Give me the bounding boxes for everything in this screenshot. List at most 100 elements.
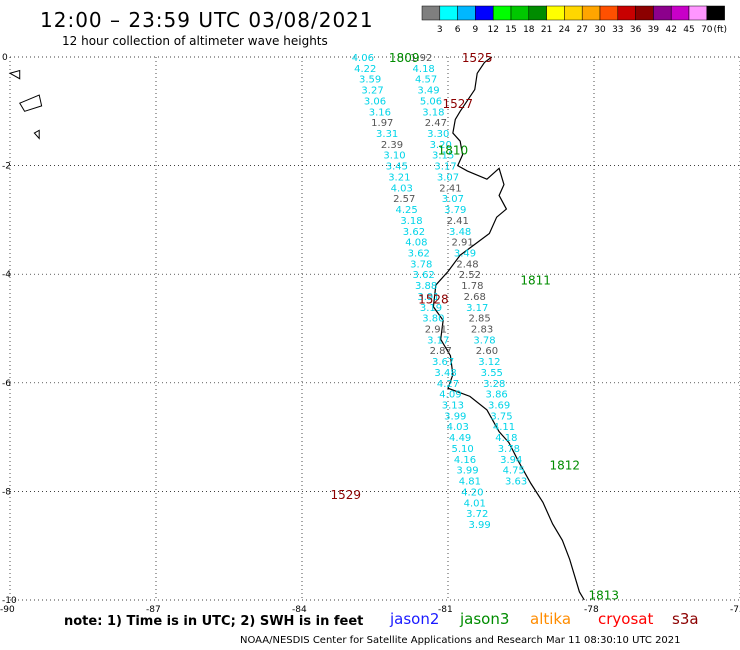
pass-time: 1528 [418, 293, 449, 307]
swh-value: 3.17 [434, 162, 456, 173]
axis-tick-labels: -90 -87 -84 -81 -78 -75 0 -2 -4 -6 -8 -10 [0, 53, 740, 615]
swh-value: 3.10 [383, 151, 405, 162]
swh-value: 3.67 [432, 357, 454, 368]
swh-value: 3.69 [488, 401, 510, 412]
colorbar-swatch [581, 5, 601, 21]
colorbar-swatch [706, 5, 725, 21]
swh-value: 3.30 [427, 129, 449, 140]
colorbar-tick-label: 15 [505, 25, 516, 35]
pass-time: 1525 [462, 51, 493, 65]
swh-value: 4.81 [459, 477, 481, 488]
swh-value: 3.99 [469, 520, 491, 531]
lat-lon-grid [9, 56, 740, 601]
swh-value: 3.17 [466, 303, 488, 314]
pass-time: 1811 [520, 274, 551, 288]
swh-value: 4.49 [449, 433, 471, 444]
colorbar-swatch [475, 5, 494, 21]
swh-value: 4.75 [503, 466, 525, 477]
colorbar-tick-label: 6 [455, 25, 461, 35]
colorbar-swatch [439, 5, 458, 21]
colorbar-tick-label: 18 [523, 25, 535, 35]
colorbar-swatch [546, 5, 565, 21]
swh-value: 2.87 [430, 346, 452, 357]
swh-value: 2.91 [425, 325, 447, 336]
swh-value: 3.78 [498, 444, 520, 455]
swh-value: 3.48 [449, 227, 471, 238]
pass-time: 1813 [588, 589, 619, 603]
swh-value: 3.75 [490, 411, 512, 422]
swh-value: 3.62 [403, 227, 425, 238]
lat-tick-label: -2 [2, 162, 11, 172]
swh-value: 3.99 [444, 411, 466, 422]
legend-cryosat: cryosat [598, 610, 654, 628]
colorbar-swatch [599, 5, 619, 21]
swh-value: 3.48 [434, 368, 456, 379]
swh-value: 4.09 [439, 390, 461, 401]
swh-value: 3.31 [376, 129, 398, 140]
colorbar-swatch [635, 5, 654, 21]
swh-value: 4.22 [354, 64, 376, 75]
swh-value: 2.83 [471, 325, 493, 336]
swh-value: 3.49 [454, 248, 476, 259]
swh-value: 3.28 [483, 379, 505, 390]
swh-value: 4.03 [447, 422, 469, 433]
swh-value: 3.07 [442, 194, 464, 205]
legend-altika: altika [530, 610, 572, 628]
swh-value: 3.59 [359, 75, 381, 86]
pass-time-labels: 1809 1525 1527 1810 1811 1528 1812 1529 1813 [331, 51, 619, 603]
swh-value: 3.16 [369, 107, 391, 118]
lat-tick-label: 0 [2, 53, 8, 63]
swh-value: 2.41 [447, 216, 469, 227]
swh-value: 2.91 [451, 238, 473, 249]
swh-value: 4.06 [352, 53, 374, 64]
swh-value: 3.19 [420, 303, 442, 314]
swh-value: 4.18 [495, 433, 517, 444]
colorbar-tick-label: 3 [437, 25, 443, 35]
colorbar-tick-label: 21 [541, 25, 552, 35]
swh-value: 4.01 [464, 498, 486, 509]
colorbar-legend: 3 6 9 12 15 18 21 24 27 30 33 36 39 42 45 70 (ft) [421, 5, 727, 35]
swh-value: 4.25 [396, 205, 418, 216]
colorbar-tick-label: 45 [683, 25, 694, 35]
swh-value: 4.03 [391, 183, 413, 194]
colorbar-tick-label: 27 [576, 25, 587, 35]
island-outline [8, 69, 21, 80]
coastline [8, 56, 585, 601]
colorbar-tick-label: 42 [665, 25, 676, 35]
swh-value: 3.06 [364, 96, 386, 107]
swh-value: 2.52 [459, 270, 481, 281]
lon-tick-label: -87 [146, 605, 161, 615]
colorbar-swatch [492, 5, 512, 21]
swh-value: 2.47 [425, 118, 447, 129]
swh-value: 4.18 [413, 64, 435, 75]
lat-tick-label: -4 [2, 270, 11, 280]
lon-tick-label: -81 [438, 605, 453, 615]
swh-value: 3.63 [505, 477, 527, 488]
swh-value: 3.99 [456, 466, 478, 477]
lon-tick-label: -75 [730, 605, 740, 615]
swh-value: 3.07 [437, 172, 459, 183]
lon-tick-label: -84 [292, 605, 307, 615]
swh-value: 2.68 [464, 292, 486, 303]
colorbar-unit: (ft) [713, 25, 727, 35]
legend-s3a: s3a [672, 610, 699, 628]
swh-value: 2.48 [456, 259, 478, 270]
swh-value: 3.62 [408, 248, 430, 259]
colorbar-swatch [653, 5, 672, 21]
swh-value: 4.08 [405, 238, 427, 249]
credit-line: NOAA/NESDIS Center for Satellite Applica… [240, 635, 681, 646]
swh-value: 2.39 [381, 140, 403, 151]
swh-value: 3.86 [486, 390, 508, 401]
pass-time: 1527 [442, 97, 473, 111]
lon-tick-label: -78 [584, 605, 599, 615]
colorbar-tick-label: 36 [630, 25, 642, 35]
swh-value: 4.27 [437, 379, 459, 390]
swh-value: 3.12 [478, 357, 500, 368]
swh-value: 3.18 [400, 216, 422, 227]
swh-value: 4.57 [415, 75, 437, 86]
colorbar-swatch [670, 5, 690, 21]
swh-value: 3.20 [430, 140, 452, 151]
swh-value: 3.18 [422, 107, 444, 118]
colorbar-swatch [510, 5, 530, 21]
